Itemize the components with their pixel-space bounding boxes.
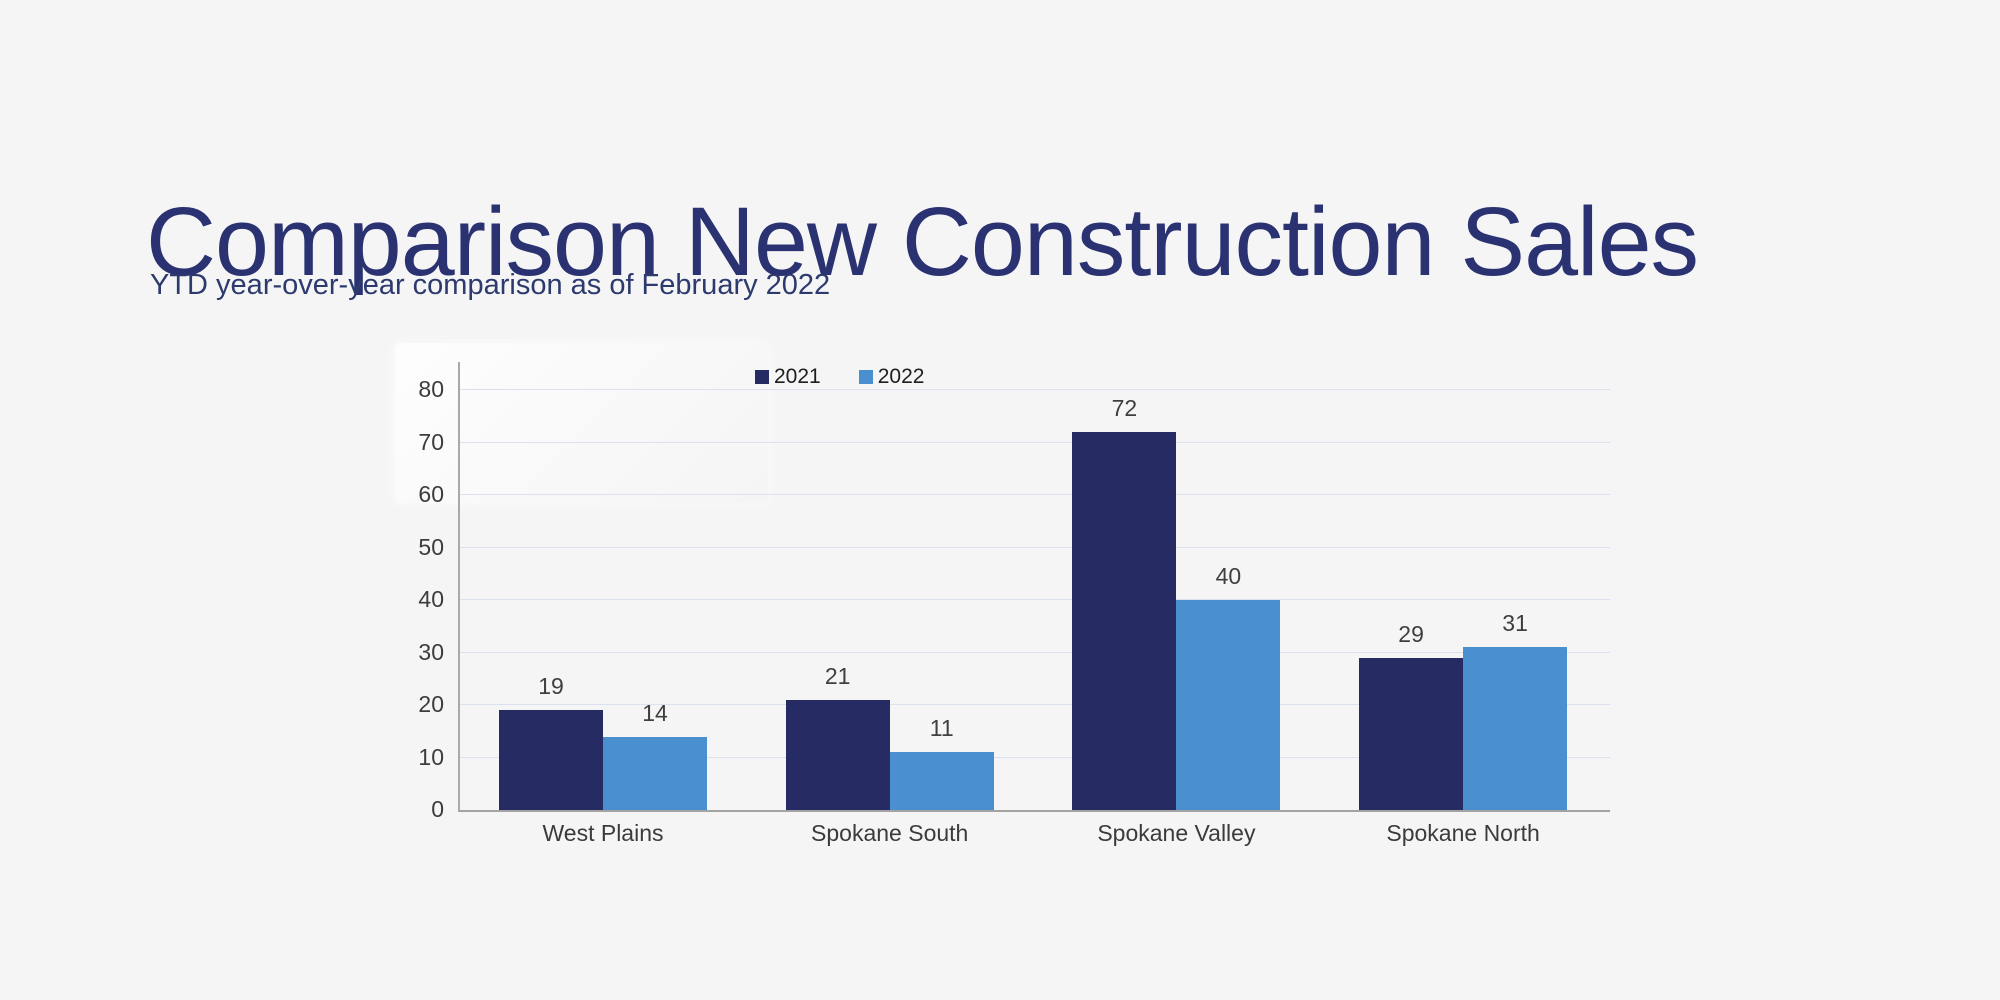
y-axis-tick-30: 30 [418,638,444,665]
y-axis-tick-40: 40 [418,586,444,612]
bar-value-2021-1: 21 [824,662,851,689]
bar-2022-spokane-south [889,752,994,810]
bar-value-2021-2: 72 [1111,395,1138,421]
gridline-y80 [460,389,1610,390]
bar-2021-west-plains [499,710,603,810]
y-axis-tick-10: 10 [418,743,444,770]
bar-chart: 0 10 20 30 40 50 60 70 80 19 14 West Plains 21 11 Spok… [418,362,1610,845]
background-highlight-panel [395,343,768,503]
legend-label-2022: 2022 [877,365,925,388]
category-label-west-plains: West Plains [542,820,664,846]
bar-value-2022-2: 40 [1215,563,1242,589]
gridline-y70 [460,441,1610,443]
gridline-y40 [460,599,1610,600]
y-axis-tick-60: 60 [418,481,444,507]
legend-swatch-2022 [858,369,873,384]
y-axis-tick-70: 70 [418,428,444,455]
y-axis-tick-80: 80 [418,376,444,402]
gridline-y60 [460,494,1610,495]
y-axis-tick-50: 50 [418,533,444,560]
legend-swatch-2021 [755,369,769,384]
bar-value-2022-0: 14 [642,699,668,726]
bar-2021-spokane-valley [1072,432,1177,810]
bar-value-2022-3: 31 [1502,610,1528,637]
legend-item-2022: 2022 [858,365,925,388]
gridline-y30 [460,651,1610,653]
page-subtitle: YTD year-over-year comparison as of Febr… [150,269,831,301]
y-axis-tick-0: 0 [431,796,444,822]
y-axis-tick-20: 20 [418,691,444,717]
bar-value-2021-3: 29 [1398,620,1424,647]
bar-2022-spokane-north [1463,647,1568,810]
category-label-spokane-south: Spokane South [811,820,969,846]
gridline-y20 [460,704,1610,705]
category-label-spokane-north: Spokane North [1386,820,1540,846]
chart-legend: 2021 2022 [755,366,924,387]
gridline-y10 [460,756,1610,758]
page-title: Comparison New Construction Sales [146,186,1699,296]
legend-item-2021: 2021 [755,366,821,387]
legend-label-2021: 2021 [774,365,821,388]
bar-2022-spokane-valley [1176,600,1281,810]
bar-value-2021-0: 19 [538,673,564,700]
category-label-spokane-valley: Spokane Valley [1097,820,1256,846]
bar-2021-spokane-north [1359,657,1464,810]
gridline-y50 [460,546,1610,548]
bar-2021-spokane-south [785,699,890,810]
bar-value-2022-1: 11 [929,715,954,742]
bar-2022-west-plains [603,736,707,810]
